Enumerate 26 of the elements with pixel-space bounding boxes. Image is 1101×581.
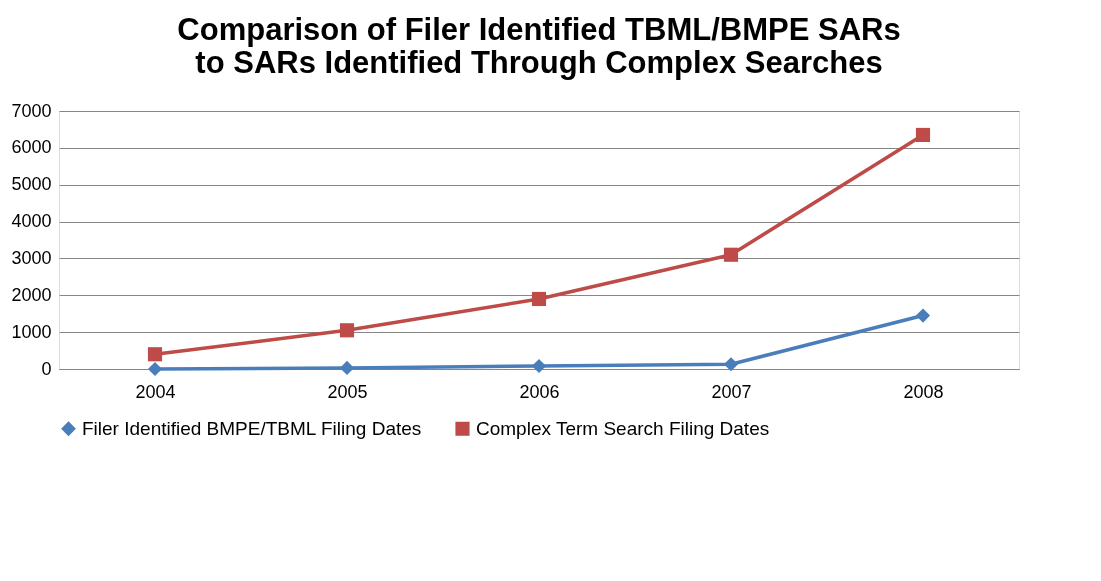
y-tick-label: 7000	[11, 100, 52, 121]
point	[723, 247, 739, 262]
point	[915, 127, 931, 143]
y-tick-label: 0	[41, 358, 52, 379]
x-tick-label: 2007	[711, 381, 752, 402]
text: Comparison of Filer Identified TBML/BMPE SARs	[177, 12, 901, 47]
x-tick-label: 2005	[327, 381, 368, 402]
point	[723, 357, 739, 372]
point	[147, 361, 163, 377]
point	[531, 291, 547, 307]
point	[339, 360, 355, 375]
y-tick-label: 4000	[11, 211, 52, 232]
point	[531, 358, 547, 374]
y-tick-label: 2000	[11, 284, 52, 305]
point	[339, 323, 355, 338]
y-tick-label: 6000	[11, 137, 52, 158]
x-tick-label: 2006	[519, 381, 560, 402]
y-tick-label: 1000	[11, 321, 52, 342]
y-tick-label: 5000	[11, 174, 52, 195]
y-tick-label: 3000	[11, 247, 52, 268]
point	[147, 347, 163, 362]
point	[915, 308, 931, 323]
legend-label: Filer Identified BMPE/TBML Filing Dates	[82, 417, 422, 439]
x-tick-label: 2004	[135, 381, 176, 402]
legend-label: Complex Term Search Filing Dates	[476, 417, 770, 439]
x-tick-label: 2008	[903, 381, 944, 402]
